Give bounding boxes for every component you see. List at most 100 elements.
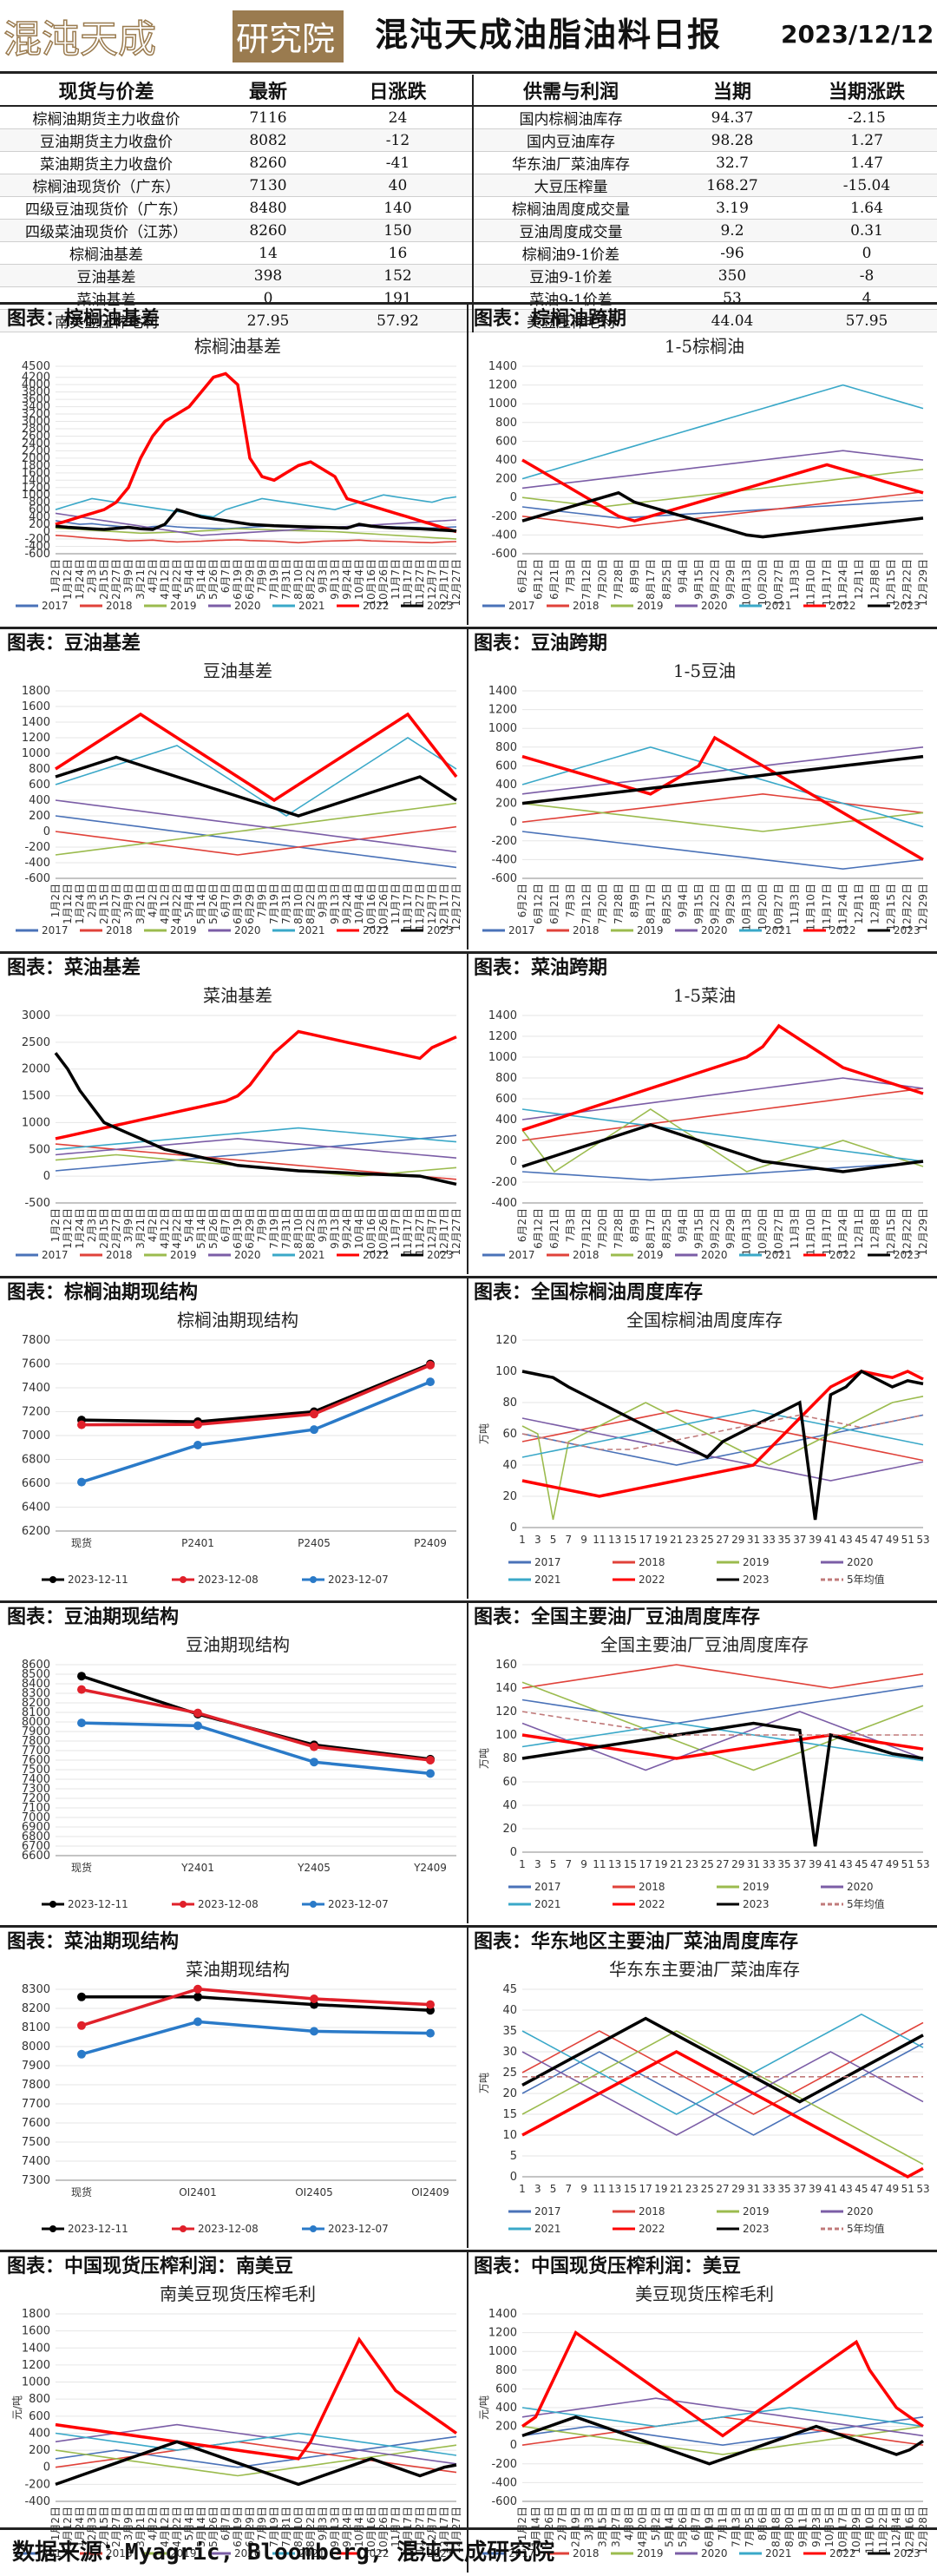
y-tick-label: 600 — [495, 2382, 517, 2395]
data-point — [193, 1992, 202, 2001]
x-tick-label: 11月17日 — [821, 1208, 833, 1256]
x-tick-label: 39 — [809, 1858, 822, 1870]
legend-label: 2022 — [363, 1249, 390, 1261]
column-divider — [467, 1927, 468, 2248]
x-tick-label: 6月29日 — [244, 1208, 256, 1249]
x-tick-label: 10月20日 — [757, 559, 769, 607]
legend-label: 2022 — [639, 1574, 665, 1586]
x-tick-label: 2月15日 — [98, 884, 110, 924]
x-tick-label: 7月9日 — [256, 2507, 268, 2540]
x-tick-label: 19 — [654, 1858, 667, 1870]
y-tick-label: 6800 — [22, 1830, 50, 1843]
series-line-2020 — [55, 1138, 457, 1159]
y-axis-label: 万吨 — [478, 2073, 490, 2093]
column-header: 供需与利润 — [472, 75, 668, 107]
chart-title: 1-5菜油 — [673, 985, 736, 1006]
x-tick-label: 11月10日 — [863, 2507, 875, 2554]
x-tick-label: 11月7日 — [390, 884, 402, 924]
series-line-2019 — [521, 1681, 924, 1771]
chart-panel: 棕榈油期现结构 6200 6400 6600 6800 7000 7200 7400 7600 7… — [7, 1305, 468, 1599]
data-point — [426, 1769, 435, 1778]
legend-label: 2017 — [534, 1881, 561, 1893]
report-date: 2023/12/12 — [781, 20, 934, 49]
legend-label: 2019 — [637, 600, 664, 612]
y-tick-label: 45 — [502, 1983, 517, 1996]
x-tick-label: 5 — [550, 1534, 557, 1546]
table-row: 棕榈油期货主力收盘价 7116 24 国内棕榈油库存 94.37 -2.15 — [0, 106, 937, 129]
legend-label: 2022 — [363, 2547, 390, 2560]
y-tick-label: 8300 — [22, 1983, 50, 1996]
legend-label: 2023 — [427, 600, 454, 612]
x-tick-label: 7月31日 — [280, 884, 292, 924]
x-tick-label: 6月12日 — [532, 1208, 544, 1249]
x-tick-label: 12月22日 — [901, 1208, 914, 1256]
series-line-2019 — [521, 2030, 924, 2165]
y-tick-label: 2800 — [22, 423, 50, 436]
legend-marker — [180, 2225, 187, 2232]
x-tick-label: 10月13日 — [741, 1208, 753, 1256]
series-line-2018 — [521, 2415, 924, 2446]
y-tick-label: 6200 — [22, 1525, 50, 1538]
y-tick-label: 800 — [495, 741, 517, 754]
y-tick-label: 0 — [43, 825, 50, 838]
series-line-2022 — [55, 1029, 457, 1140]
y-tick-label: 160 — [495, 1659, 517, 1672]
row-label: 豆油周度成交量 — [472, 219, 668, 242]
x-tick-label: 10月29日 — [850, 2507, 862, 2554]
y-tick-label: 4000 — [22, 378, 50, 391]
row-value: 1.64 — [796, 196, 937, 220]
y-tick-label: 8000 — [22, 2040, 50, 2054]
series-line-2017 — [521, 1414, 924, 1466]
row-label: 菜油基差 — [0, 286, 213, 310]
series-line-2023-12-08 — [81, 1988, 431, 2027]
series-line-2022 — [521, 1023, 924, 1132]
section-title-right: 图表：全国棕榈油周度库存 — [474, 1281, 704, 1304]
y-tick-label: 1600 — [22, 2325, 50, 2338]
x-tick-label: 3 — [534, 2183, 541, 2195]
x-tick-label: 7月9日 — [256, 884, 268, 917]
y-tick-label: 800 — [495, 2364, 517, 2377]
chart-svg: 豆油基差 -600 -400 -200 0 200 400 600 800 1000 1200 140… — [16, 660, 462, 936]
x-tick-label: 1月2日 — [49, 2507, 62, 2540]
x-tick-label: 27 — [716, 1534, 729, 1546]
x-tick-label: 53 — [916, 1534, 929, 1546]
x-tick-label: 5月2日 — [650, 2507, 662, 2540]
series-line-2017 — [521, 1161, 924, 1181]
x-tick-label: 17 — [639, 1534, 652, 1546]
series-line-2017 — [55, 815, 457, 869]
legend-label: 2018 — [639, 1881, 665, 1893]
series-line-2019 — [521, 1396, 924, 1521]
y-tick-label: 25 — [502, 2067, 517, 2080]
y-tick-label: 40 — [502, 2004, 517, 2017]
series-line-2021 — [521, 384, 924, 480]
x-tick-label: 10月13日 — [741, 884, 753, 931]
x-tick-label: 9月15日 — [692, 559, 704, 600]
x-tick-label: 11 — [593, 1534, 606, 1546]
chart-panel: 南美豆现货压榨毛利 -400 -200 0 200 400 600 800 1000 1200 14… — [7, 2279, 468, 2573]
brand-logo: 混沌天成 研究院 — [0, 7, 345, 68]
x-tick-label: 6月12日 — [532, 559, 544, 600]
row-value: 24 — [324, 106, 473, 129]
chart-svg: 1-5豆油 -600 -400 -200 0 200 400 600 800 1000 1200 14… — [482, 660, 929, 936]
x-tick-label: 31 — [747, 2183, 760, 2195]
row-value: 14 — [213, 241, 324, 265]
x-tick-label: 8月25日 — [660, 884, 672, 924]
x-tick-label: 7月31日 — [280, 1208, 292, 1249]
x-tick-label: 9月3日 — [317, 884, 329, 917]
x-tick-label: 4月12日 — [159, 1208, 171, 1249]
x-tick-label: 7月1日 — [717, 2507, 729, 2540]
row-value: -12 — [324, 128, 473, 152]
x-tick-label: 4月12日 — [159, 559, 171, 600]
y-tick-label: 1400 — [22, 2342, 50, 2355]
y-tick-label: 7200 — [22, 1792, 50, 1805]
column-header: 日涨跌 — [324, 75, 473, 107]
x-tick-label: 6月2日 — [516, 884, 528, 917]
x-tick-label: 12月1日 — [853, 884, 865, 924]
x-tick-label: 9月13日 — [329, 2507, 341, 2547]
legend-marker — [310, 2225, 317, 2232]
x-tick-label: 9月24日 — [341, 2507, 353, 2547]
x-tick-label: Y2401 — [180, 1862, 214, 1874]
x-tick-label: 7月12日 — [580, 559, 593, 600]
x-tick-label: 9月3日 — [317, 1208, 329, 1242]
x-tick-label: 9月13日 — [329, 559, 341, 600]
